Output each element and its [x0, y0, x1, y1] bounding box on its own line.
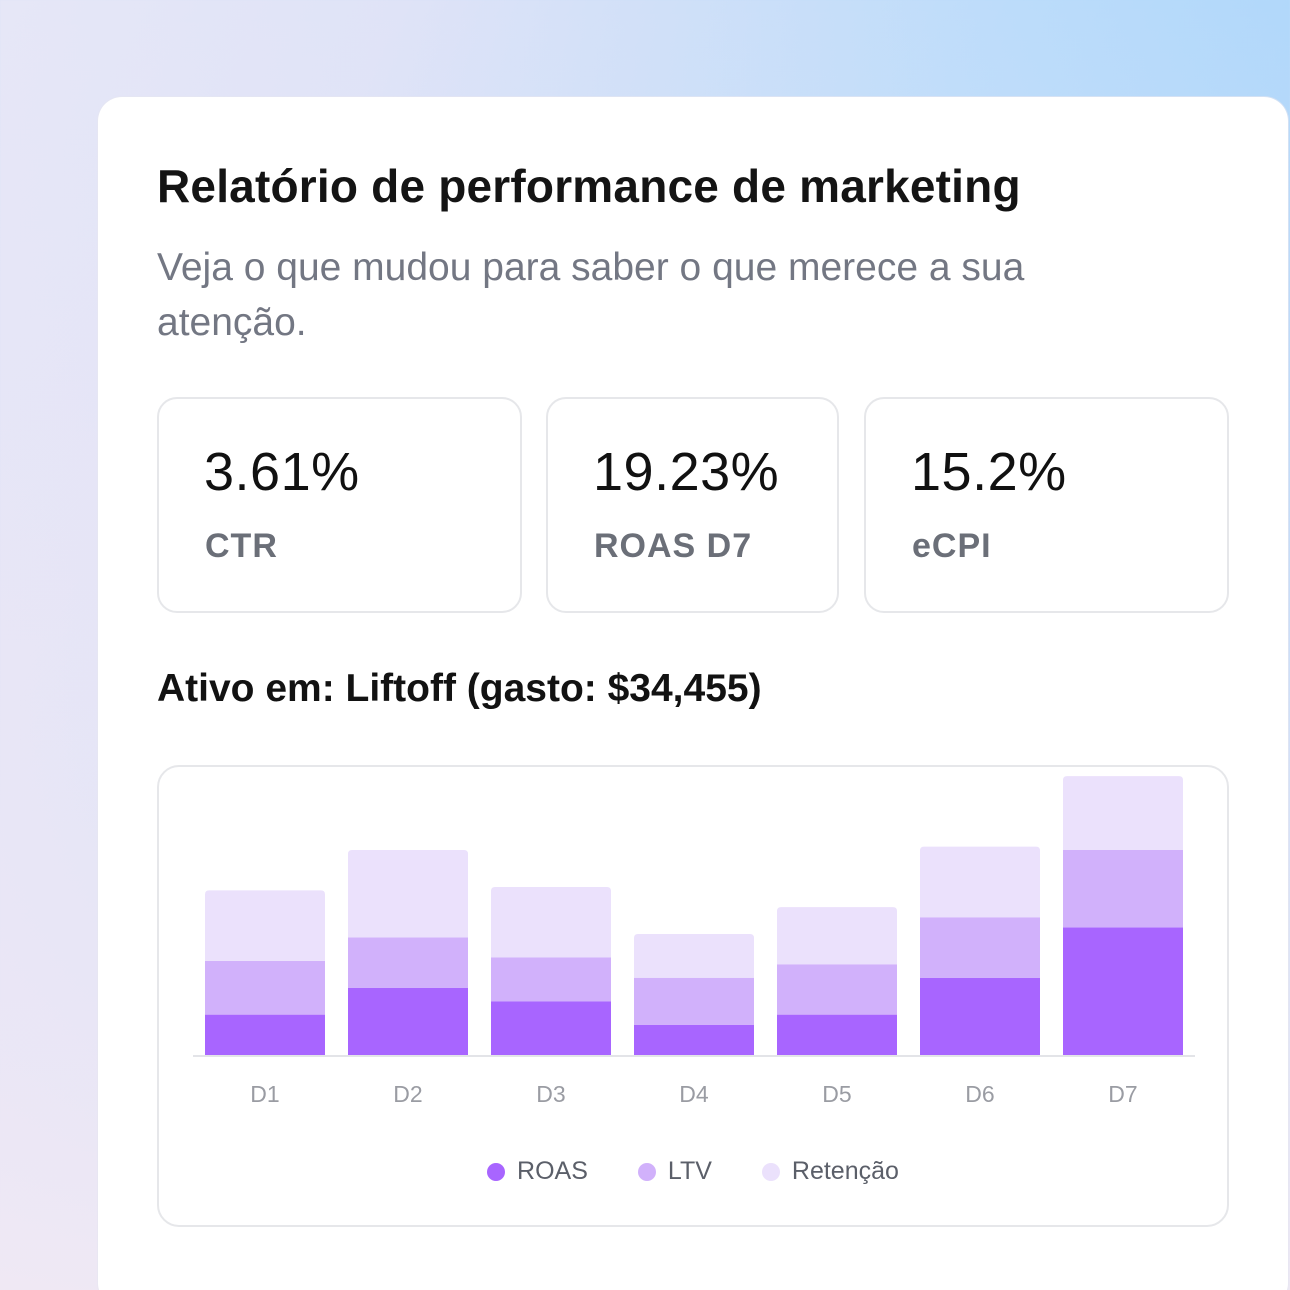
kpi-card-ecpi: 15.2% eCPI: [864, 397, 1229, 613]
legend-item: LTV: [637, 1157, 712, 1186]
bar-d5-roas: [777, 1014, 897, 1055]
bar-d6-roas: [920, 977, 1040, 1055]
legend-label: LTV: [667, 1157, 712, 1185]
bar-d6-ltv: [920, 917, 1040, 978]
bar-d3-roas: [491, 1001, 611, 1055]
bar-d2-retenção: [348, 850, 468, 938]
bar-d7-roas: [1063, 927, 1183, 1055]
chart-container: D1 D2 D3 D4 D5 D6 D7 ROAS LTV Retenção: [157, 765, 1229, 1227]
legend-label: Retenção: [791, 1157, 899, 1185]
x-tick-label: D7: [1108, 1081, 1137, 1107]
bar-d1-ltv: [205, 960, 325, 1015]
x-tick-label: D6: [965, 1081, 994, 1107]
legend-dot-icon: [487, 1162, 506, 1181]
bar-d3-retenção: [491, 887, 611, 958]
bar-d5-ltv: [777, 964, 897, 1015]
bar-d5-retenção: [777, 907, 897, 965]
bar-d3-ltv: [491, 957, 611, 1002]
legend-item: ROAS: [487, 1157, 588, 1186]
kpi-value: 3.61%: [204, 442, 360, 502]
x-tick-label: D3: [536, 1081, 565, 1107]
report-card: Relatório de performance de marketing Ve…: [98, 97, 1288, 1290]
kpi-value: 19.23%: [593, 442, 780, 502]
legend-dot-icon: [637, 1162, 656, 1181]
bar-d2-ltv: [348, 937, 468, 988]
bar-d7-ltv: [1063, 850, 1183, 928]
bar-d2-roas: [348, 987, 468, 1055]
x-tick-label: D2: [393, 1081, 422, 1107]
kpi-label: eCPI: [912, 527, 992, 565]
bar-d4-retenção: [634, 934, 754, 978]
kpi-label: ROAS D7: [594, 527, 753, 565]
kpi-card-ctr: 3.61% CTR: [157, 397, 522, 613]
bar-d4-ltv: [634, 977, 754, 1025]
report-subtitle: Veja o que mudou para saber o que merece…: [157, 246, 1025, 344]
legend-item: Retenção: [761, 1157, 899, 1186]
legend-label: ROAS: [517, 1157, 588, 1185]
chart-legend: ROAS LTV Retenção: [159, 1157, 1227, 1186]
report-title: Relatório de performance de marketing: [157, 160, 1021, 212]
x-tick-label: D1: [250, 1081, 279, 1107]
x-tick-label: D4: [679, 1081, 709, 1107]
stacked-bar-chart: D1 D2 D3 D4 D5 D6 D7: [193, 776, 1195, 1107]
active-channel-text: Ativo em: Liftoff (gasto: $34,455): [157, 667, 762, 710]
x-tick-label: D5: [822, 1081, 851, 1107]
kpi-value: 15.2%: [911, 442, 1067, 502]
bar-d4-roas: [634, 1024, 754, 1055]
bar-d7-retenção: [1063, 776, 1183, 851]
bar-d1-roas: [205, 1014, 325, 1055]
kpi-card-roas-d7: 19.23% ROAS D7: [546, 397, 839, 613]
bar-d1-retenção: [205, 890, 325, 961]
legend-dot-icon: [761, 1162, 780, 1181]
bar-d6-retenção: [920, 846, 1040, 918]
kpi-label: CTR: [205, 527, 278, 565]
